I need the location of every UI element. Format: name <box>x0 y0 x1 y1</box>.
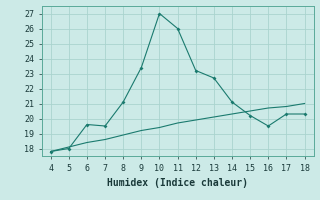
X-axis label: Humidex (Indice chaleur): Humidex (Indice chaleur) <box>107 178 248 188</box>
